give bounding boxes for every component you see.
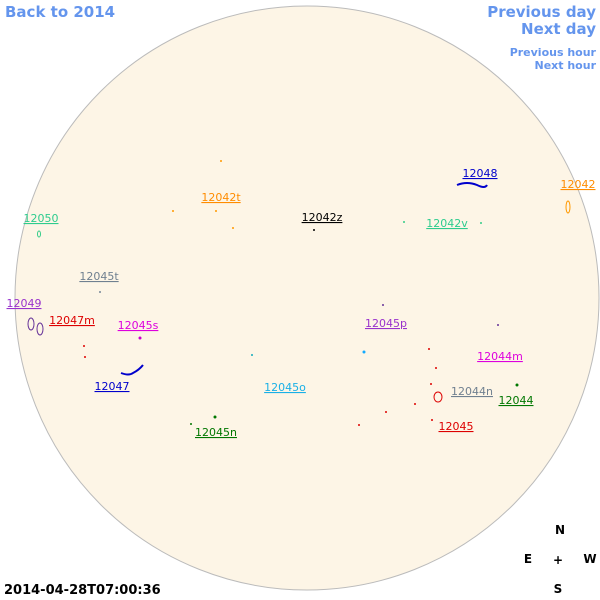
region-labels: 12048 12042 12042t 12042z 12050 12042v 1…	[7, 167, 596, 439]
compass-north: N	[555, 523, 565, 537]
contour	[37, 230, 41, 238]
region-label[interactable]: 12047m	[49, 314, 95, 327]
spot	[138, 336, 142, 340]
contour	[565, 200, 571, 214]
back-link[interactable]: Back to 2014	[5, 3, 115, 21]
spot	[414, 403, 416, 405]
spot	[385, 411, 387, 413]
region-label[interactable]: 12044n	[451, 385, 493, 398]
region-label[interactable]: 12045p	[365, 317, 407, 330]
compass-east: E	[524, 552, 532, 566]
region-label[interactable]: 12042t	[201, 191, 241, 204]
region-contours	[27, 160, 571, 426]
region-label[interactable]: 12049	[7, 297, 42, 310]
spot	[403, 221, 405, 223]
solar-disk	[14, 5, 600, 591]
spot	[232, 227, 234, 229]
region-label[interactable]: 12045t	[79, 270, 119, 283]
spot	[215, 210, 217, 212]
compass-center: +	[553, 553, 563, 567]
spot	[515, 383, 519, 387]
spot	[362, 350, 366, 354]
spot	[382, 304, 384, 306]
spot	[83, 345, 85, 347]
spot	[480, 222, 482, 224]
spot	[220, 160, 222, 162]
spot	[213, 415, 217, 419]
region-label[interactable]: 12047	[95, 380, 130, 393]
region-label[interactable]: 12044m	[477, 350, 523, 363]
contour	[433, 391, 443, 403]
contour	[456, 182, 488, 188]
contour	[27, 317, 35, 331]
compass-south: S	[554, 582, 563, 596]
spot	[251, 354, 253, 356]
spot	[190, 423, 192, 425]
region-label[interactable]: 12044	[499, 394, 534, 407]
compass-west: W	[583, 552, 596, 566]
next-hour-link[interactable]: Next hour	[535, 59, 597, 72]
region-label[interactable]: 12045n	[195, 426, 237, 439]
spot	[99, 291, 101, 293]
previous-hour-link[interactable]: Previous hour	[510, 46, 597, 59]
region-label[interactable]: 12045s	[118, 319, 159, 332]
region-label[interactable]: 12045	[439, 420, 474, 433]
spot	[431, 419, 433, 421]
contour	[36, 322, 44, 336]
spot	[172, 210, 174, 212]
region-label[interactable]: 12042v	[426, 217, 468, 230]
spot	[358, 424, 360, 426]
previous-day-link[interactable]: Previous day	[487, 3, 596, 21]
region-label[interactable]: 12048	[463, 167, 498, 180]
spot	[435, 367, 437, 369]
spot	[84, 356, 86, 358]
region-label[interactable]: 12045o	[264, 381, 306, 394]
spot	[497, 324, 499, 326]
region-label[interactable]: 12042	[561, 178, 596, 191]
timestamp: 2014-04-28T07:00:36	[4, 583, 161, 598]
region-label[interactable]: 12042z	[302, 211, 343, 224]
spot	[313, 229, 315, 231]
spot	[430, 383, 432, 385]
next-day-link[interactable]: Next day	[521, 20, 596, 38]
region-label[interactable]: 12050	[24, 212, 59, 225]
contour	[120, 364, 144, 376]
spot	[428, 348, 430, 350]
